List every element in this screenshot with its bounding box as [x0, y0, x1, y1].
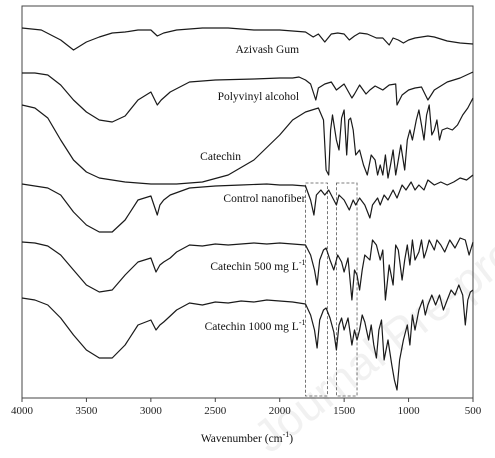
series-label-5: Catechin 500 mg L-1: [210, 258, 305, 273]
x-tick-label-1000: 1000: [398, 405, 421, 417]
spectrum-3: [21, 97, 474, 185]
x-tick-label-3500: 3500: [75, 405, 98, 417]
series-label-4: Control nanofiber: [223, 193, 305, 205]
plot-frame: [21, 5, 474, 399]
x-tick-label-3000: 3000: [140, 405, 163, 417]
spectra: [21, 27, 474, 391]
x-tick-label-1500: 1500: [333, 405, 356, 417]
highlight-box-1: [305, 182, 328, 397]
x-axis-title: Wavenumber (cm-1): [201, 430, 293, 445]
spectrum-2: [22, 71, 474, 123]
spectrum-4: [21, 174, 474, 233]
x-tick-label-2500: 2500: [204, 405, 227, 417]
series-label-1: Azivash Gum: [235, 44, 299, 56]
highlight-regions: [305, 182, 358, 397]
spectrum-5: [21, 237, 474, 301]
x-tick-label-4000: 4000: [11, 405, 34, 417]
x-tick-label-2000: 2000: [269, 405, 292, 417]
x-axis: 4000 3500 3000 2500 2000 1500 1000 500: [11, 398, 482, 417]
spectrum-6: [21, 284, 474, 391]
series-label-2: Polyvinyl alcohol: [218, 91, 299, 103]
series-label-6: Catechin 1000 mg L-1: [205, 318, 306, 333]
x-tick-label-500: 500: [465, 405, 482, 417]
spectrum-1: [21, 27, 474, 51]
highlight-box-2: [336, 182, 358, 397]
series-label-3: Catechin: [200, 151, 241, 163]
series-labels: Azivash Gum Polyvinyl alcohol Catechin Cont…: [200, 44, 305, 333]
